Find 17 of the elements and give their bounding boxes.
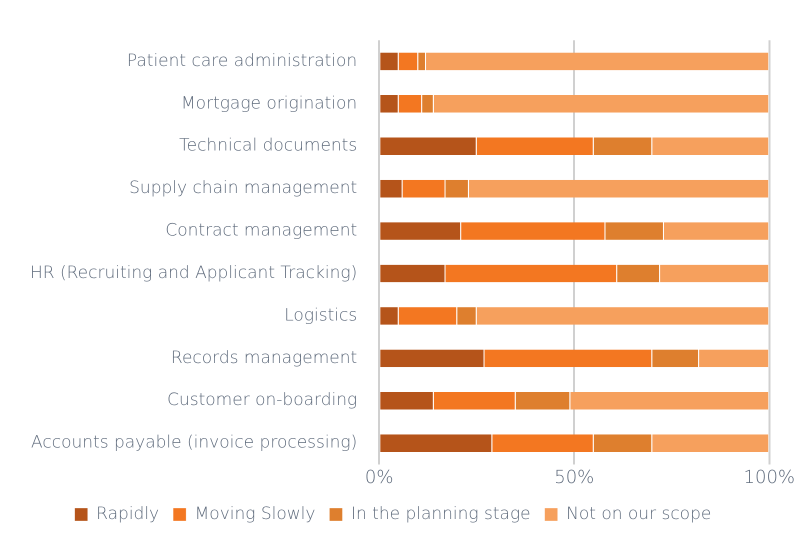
legend-label: Not on our scope [566, 504, 712, 524]
y-tick-label: Logistics [284, 305, 358, 326]
y-tick-label: Supply chain management [129, 178, 358, 198]
y-tick-label: Technical documents [179, 136, 358, 156]
y-tick-label: Contract management [165, 220, 358, 241]
x-tick-label: 50% [554, 466, 594, 488]
x-tick-label: 100% [744, 466, 796, 488]
legend-label: In the planning stage [350, 504, 531, 524]
y-tick-label: Accounts payable (invoice processing) [31, 432, 358, 453]
y-tick-label: Mortgage origination [181, 93, 358, 114]
y-tick-label: Patient care administration [126, 50, 358, 71]
x-tick-label: 0% [364, 466, 394, 488]
y-tick-label: HR (Recruiting and Applicant Tracking) [30, 262, 358, 283]
y-tick-label: Customer on-boarding [167, 390, 358, 410]
legend-label: Rapidly [96, 504, 160, 524]
y-tick-label: Records management [170, 348, 358, 368]
legend-label: Moving Slowly [194, 504, 316, 524]
